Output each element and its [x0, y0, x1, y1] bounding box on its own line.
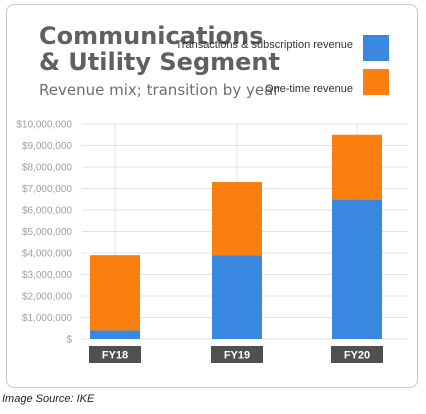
- y-tick-label: $2,000,000: [22, 292, 72, 303]
- legend-label-one-time: One-time revenue: [264, 83, 353, 95]
- chart-title: Communications & Utility Segment: [39, 22, 280, 76]
- y-tick-label: $4,000,000: [22, 249, 72, 260]
- y-tick-label: $6,000,000: [22, 206, 72, 217]
- bar-one-time-fy20: [332, 134, 382, 200]
- category-label-box: [211, 346, 263, 363]
- chart-subtitle: Revenue mix; transition by year: [39, 81, 280, 99]
- y-tick-label: $8,000,000: [22, 163, 72, 174]
- category-label-box: [89, 346, 141, 363]
- category-label-box: [331, 346, 383, 363]
- legend-label-transactions: Transactions & subscription revenue: [175, 39, 353, 51]
- y-tick-label: $3,000,000: [22, 270, 72, 281]
- legend-swatch-transactions: [363, 35, 389, 61]
- y-tick-label: $7,000,000: [22, 184, 72, 195]
- bar-one-time-fy18: [90, 255, 140, 331]
- y-tick-label: $9,000,000: [22, 141, 72, 152]
- category-label: FY19: [224, 350, 250, 362]
- category-label: FY18: [102, 350, 128, 362]
- bar-transactions-fy20: [332, 199, 382, 339]
- y-tick-label: $: [66, 335, 72, 346]
- legend-swatch-one-time: [363, 69, 389, 95]
- y-tick-label: $10,000,000: [16, 120, 72, 131]
- bar-one-time-fy19: [212, 182, 262, 256]
- y-tick-label: $5,000,000: [22, 227, 72, 238]
- bar-transactions-fy18: [90, 330, 140, 339]
- y-tick-label: $1,000,000: [22, 313, 72, 324]
- category-label: FY20: [344, 350, 370, 362]
- image-source-caption: Image Source: IKE: [2, 393, 95, 405]
- bar-transactions-fy19: [212, 255, 262, 339]
